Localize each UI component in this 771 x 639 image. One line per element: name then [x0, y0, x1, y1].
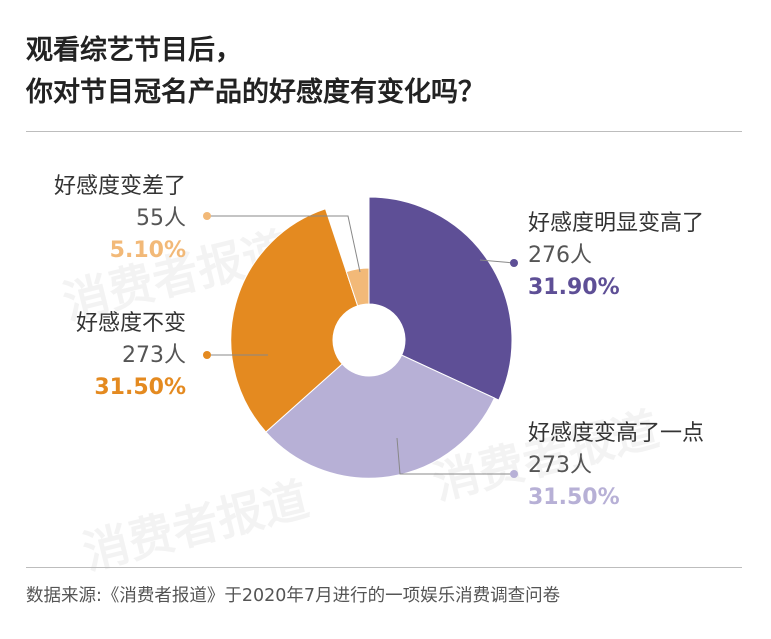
- label-name-worse: 好感度变差了: [54, 174, 186, 199]
- label-percent-slightly-higher: 31.50%: [528, 485, 620, 510]
- top-divider: [26, 131, 742, 132]
- leader-dot-worse: [203, 212, 211, 220]
- label-name-unchanged: 好感度不变: [76, 311, 186, 336]
- label-percent-unchanged: 31.50%: [94, 375, 186, 400]
- label-count-worse: 55人: [136, 206, 186, 231]
- slice-strongly-higher: [368, 196, 513, 401]
- slice-worse: [345, 267, 370, 307]
- slice-unchanged: [230, 208, 359, 433]
- title-line-1: 观看综艺节目后，: [26, 35, 242, 66]
- label-count-strongly-higher: 276人: [528, 243, 592, 268]
- label-count-slightly-higher: 273人: [528, 453, 592, 478]
- leader-dot-unchanged: [203, 351, 211, 359]
- leader-line-strongly-higher: [479, 259, 515, 264]
- label-name-strongly-higher: 好感度明显变高了: [528, 211, 704, 236]
- leader-dot-strongly-higher: [510, 259, 518, 267]
- source-note: 数据来源:《消费者报道》于2020年7月进行的一项娱乐消费调查问卷: [26, 586, 561, 606]
- chart-title: 观看综艺节目后， 你对节目冠名产品的好感度有变化吗？: [26, 30, 485, 114]
- label-name-slightly-higher: 好感度变高了一点: [528, 421, 704, 446]
- label-percent-strongly-higher: 31.90%: [528, 275, 620, 300]
- label-count-unchanged: 273人: [122, 343, 186, 368]
- slice-slightly-higher: [265, 354, 496, 479]
- leader-line-worse: [207, 215, 361, 273]
- leader-line-slightly-higher: [396, 437, 514, 475]
- label-percent-worse: 5.10%: [110, 238, 186, 263]
- leader-dot-slightly-higher: [510, 470, 518, 478]
- title-line-2: 你对节目冠名产品的好感度有变化吗？: [26, 77, 485, 108]
- bottom-divider: [26, 567, 742, 568]
